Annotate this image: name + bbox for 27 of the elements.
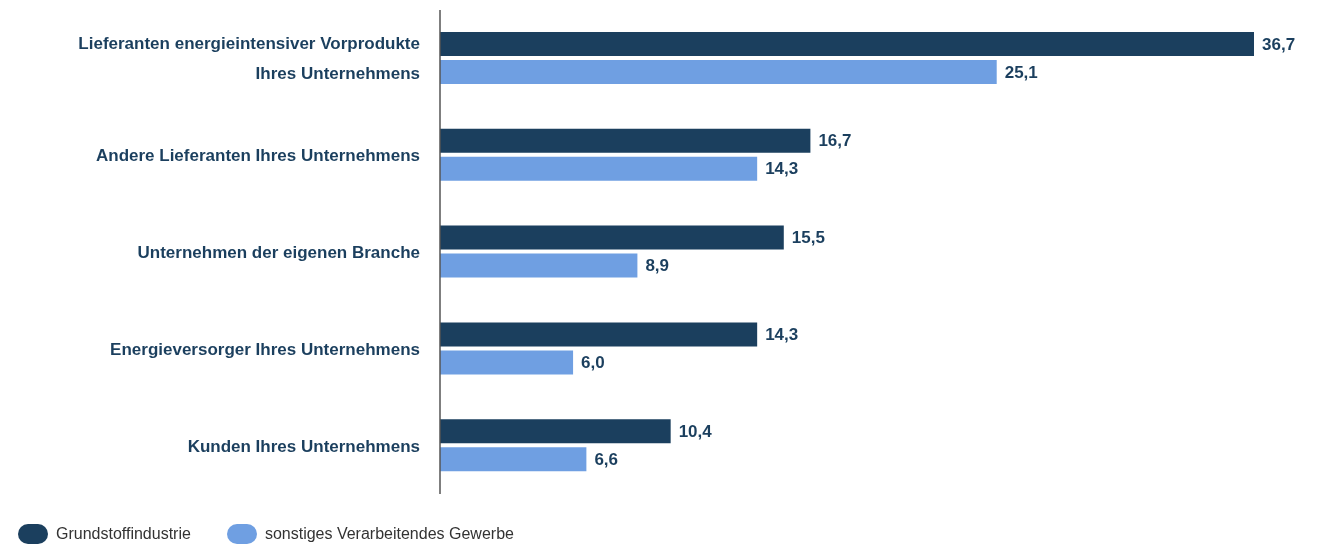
data-label: 14,3 bbox=[765, 324, 799, 344]
y-tick-label: Unternehmen der eigenen Branche bbox=[137, 242, 420, 262]
legend-label: sonstiges Verarbeitendes Gewerbe bbox=[264, 525, 514, 543]
data-label: 6,6 bbox=[594, 449, 619, 469]
data-label: 8,9 bbox=[645, 256, 670, 276]
data-label: 15,5 bbox=[791, 228, 825, 248]
bar bbox=[440, 60, 997, 84]
data-label: 10,4 bbox=[678, 421, 713, 441]
bar bbox=[440, 419, 671, 444]
data-label: 36,7 bbox=[1262, 34, 1296, 54]
y-tick-label: Kunden Ihres Unternehmens bbox=[187, 436, 420, 456]
bar bbox=[440, 350, 574, 375]
data-label: 6,0 bbox=[581, 352, 605, 372]
bar bbox=[440, 225, 784, 250]
bar bbox=[440, 322, 758, 347]
bar bbox=[440, 128, 811, 153]
bar bbox=[440, 32, 1254, 56]
bar bbox=[440, 447, 587, 472]
bar bbox=[440, 156, 758, 181]
data-label: 25,1 bbox=[1004, 62, 1038, 82]
data-label: 14,3 bbox=[765, 159, 799, 179]
data-label: 16,7 bbox=[818, 131, 852, 151]
bar bbox=[440, 253, 638, 278]
y-tick-label: Andere Lieferanten Ihres Unternehmens bbox=[95, 145, 420, 165]
legend-label: Grundstoffindustrie bbox=[56, 525, 191, 543]
y-tick-label: Lieferanten energieintensiver Vorprodukte Ihres Unternehmens bbox=[78, 33, 420, 83]
y-tick-label: Energieversorger Ihres Unternehmens bbox=[110, 339, 420, 359]
